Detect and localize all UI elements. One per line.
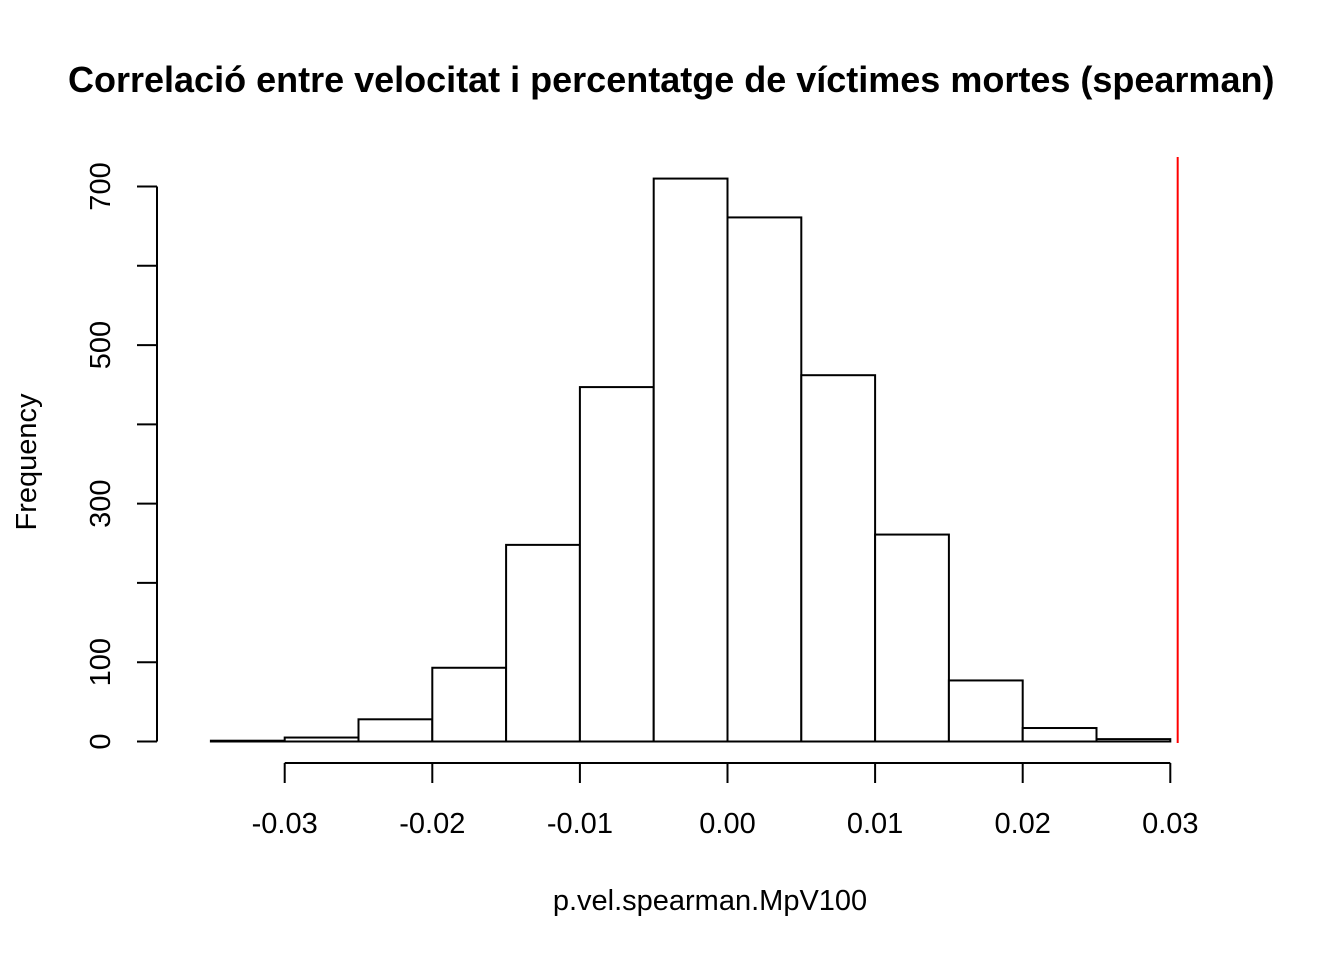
histogram-bar (1021, 727, 1098, 743)
histogram-bar (283, 736, 360, 743)
histogram-bar (1095, 738, 1172, 743)
histogram-bar (800, 374, 877, 743)
x-tick-label: -0.03 (252, 808, 318, 840)
histogram-bar (357, 718, 434, 743)
histogram-bar (947, 679, 1024, 743)
x-tick-label: 0.00 (699, 808, 755, 840)
x-tick-label: -0.01 (547, 808, 613, 840)
x-tick-label: -0.02 (399, 808, 465, 840)
y-tick-label: 500 (85, 321, 117, 369)
chart-title: Correlació entre velocitat i percentatge… (68, 59, 1274, 100)
y-tick-label: 100 (85, 638, 117, 686)
histogram-bar (726, 216, 803, 743)
histogram-bar (874, 533, 950, 743)
histogram-bar (505, 543, 581, 743)
bars-group (209, 177, 1172, 743)
y-axis-label: Frequency (11, 393, 43, 531)
y-tick-label: 300 (85, 479, 117, 527)
x-axis: -0.03 -0.02 -0.01 0.00 0.01 0.02 0.03 (252, 762, 1199, 840)
x-axis-label: p.vel.spearman.MpV100 (553, 885, 867, 917)
histogram-bar (209, 739, 286, 743)
y-tick-label: 0 (85, 733, 117, 749)
histogram-bar (578, 386, 655, 743)
histogram-bar (652, 177, 729, 743)
y-tick-label: 700 (85, 162, 117, 210)
x-tick-label: 0.02 (994, 808, 1050, 840)
y-axis: 0 100 300 500 700 (85, 162, 158, 750)
x-tick-label: 0.01 (847, 808, 903, 840)
histogram-bar (431, 666, 508, 743)
x-tick-label: 0.03 (1142, 808, 1198, 840)
